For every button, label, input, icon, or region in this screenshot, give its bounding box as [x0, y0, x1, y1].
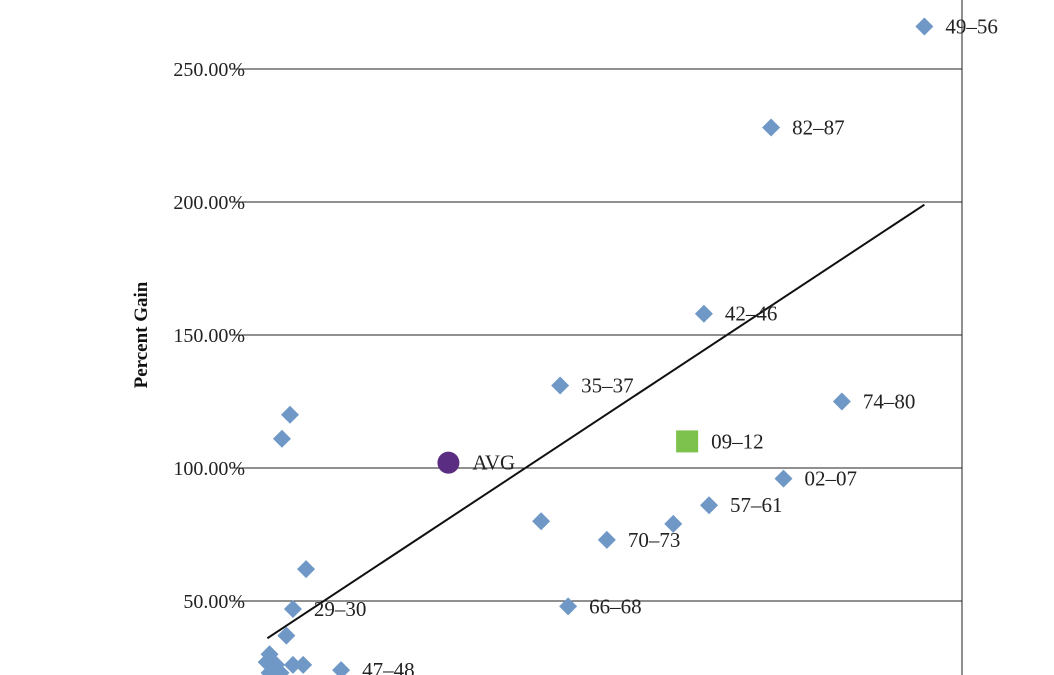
data-point: [551, 376, 570, 395]
trendline-layer: [266, 203, 925, 640]
y-tick-labels: 50.00% 100.00% 150.00% 200.00% 250.00%: [173, 59, 245, 613]
data-point: [915, 17, 934, 36]
trendline: [266, 203, 925, 640]
point-label: 70–73: [628, 528, 681, 552]
point-label: 47–48: [362, 658, 415, 675]
data-point: [559, 597, 578, 616]
data-points: [257, 17, 934, 675]
data-point: [664, 514, 683, 533]
data-point: [283, 599, 302, 618]
data-point: [271, 663, 290, 675]
data-point: [694, 304, 713, 323]
data-point: [297, 560, 316, 579]
point-label: 49–56: [945, 14, 998, 38]
point-label: 02–07: [804, 467, 857, 491]
data-point: [294, 655, 313, 674]
current-label: 09–12: [711, 429, 764, 453]
y-tick-label: 100.00%: [173, 458, 245, 480]
data-point: [774, 469, 793, 488]
avg-point: [437, 451, 460, 474]
data-point: [283, 655, 302, 674]
point-label: 66–68: [589, 594, 642, 618]
point-label: 82–87: [792, 116, 845, 140]
data-point: [532, 512, 551, 531]
data-point: [832, 392, 851, 411]
point-label: 35–37: [581, 374, 634, 398]
y-tick-label: 50.00%: [183, 591, 245, 613]
gridlines: [230, 68, 962, 602]
point-label: 29–30: [314, 597, 367, 621]
data-point: [332, 661, 351, 675]
avg-label: AVG: [472, 451, 515, 475]
y-axis-title: Percent Gain: [131, 281, 152, 388]
data-point: [281, 405, 300, 424]
data-point: [700, 496, 719, 515]
point-label: 74–80: [863, 390, 916, 414]
data-point: [272, 429, 291, 448]
y-tick-label: 250.00%: [173, 59, 245, 81]
y-tick-label: 150.00%: [173, 325, 245, 347]
point-label: 57–61: [730, 493, 783, 517]
data-point: [277, 626, 296, 645]
point-label: 42–46: [725, 302, 778, 326]
current-point: [676, 430, 699, 453]
y-tick-label: 200.00%: [173, 192, 245, 214]
point-labels: 49–56 82–87 42–46 35–37 74–80 02–07 57–61 70–73…: [314, 14, 998, 675]
data-point: [762, 118, 781, 137]
data-point: [597, 530, 616, 549]
